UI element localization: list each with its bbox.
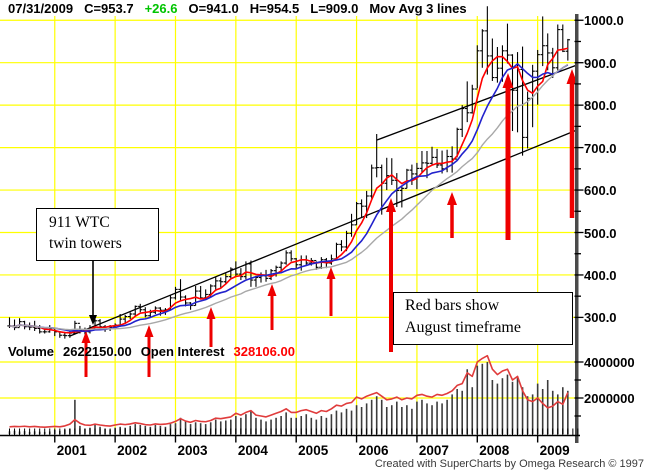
open-interest-label: Open Interest [140, 344, 225, 359]
august-arrow-head [386, 198, 396, 212]
volume-axis-label: 4000000 [584, 355, 635, 370]
year-label: 2007 [418, 443, 449, 458]
august-arrow-head [502, 73, 514, 88]
quote-high: H=954.5 [249, 1, 300, 16]
year-label: 2001 [56, 443, 87, 458]
year-label: 2003 [177, 443, 208, 458]
august-arrow-head [267, 284, 277, 296]
quote-change: +26.6 [144, 1, 178, 16]
volume-label: Volume [8, 344, 54, 359]
right-axis-line [575, 14, 579, 443]
moving-average-fast [9, 47, 569, 334]
year-label: 2004 [237, 443, 268, 458]
volume-axis-label: 2000000 [584, 391, 635, 406]
price-axis-label: 600.0 [584, 183, 617, 199]
trendline [69, 129, 578, 337]
moving-average-slow [9, 63, 569, 331]
year-label: 2006 [358, 443, 389, 458]
august-arrow-head [81, 331, 91, 343]
price-axis-label: 1000.0 [584, 13, 624, 29]
quote-low: L=909.0 [310, 1, 359, 16]
august-arrow-head [206, 307, 216, 319]
quote-open: O=941.0 [188, 1, 239, 16]
price-axis-label: 500.0 [584, 225, 617, 241]
annotation-911-line2: twin towers [49, 235, 122, 252]
annotation-august-line1: Red bars show [405, 297, 500, 314]
year-label: 2002 [117, 443, 148, 458]
event-arrow-head [89, 315, 97, 325]
year-label: 2009 [539, 443, 570, 458]
price-axis-label: 900.0 [584, 55, 617, 71]
annotation-box-august: Red bars show August timeframe [393, 292, 573, 345]
price-axis-label: 800.0 [584, 98, 617, 114]
annotation-911-line1: 911 WTC [49, 214, 110, 231]
quote-close: C=953.7 [84, 1, 134, 16]
price-axis-label: 700.0 [584, 140, 617, 156]
app-credit-footer: Created with SuperCharts by Omega Resear… [374, 458, 644, 470]
annotation-august-line2: August timeframe [405, 319, 521, 336]
indicator-label: Mov Avg 3 lines [369, 1, 467, 16]
annotation-box-911: 911 WTC twin towers [36, 208, 159, 261]
quote-header: 07/31/2009 C=953.7 +26.6 O=941.0 H=954.5… [8, 1, 467, 16]
volume-status-row: Volume 2622150.00 Open Interest 328106.0… [8, 344, 295, 359]
august-arrow-head [144, 325, 154, 337]
price-axis-label: 300.0 [584, 310, 617, 326]
august-arrow-head [447, 192, 457, 205]
august-arrow-head [326, 267, 336, 279]
open-interest-value: 328106.00 [233, 344, 295, 359]
moving-average-medium [9, 63, 569, 333]
price-axis-label: 400.0 [584, 267, 617, 283]
open-interest-line [9, 354, 569, 428]
volume-value: 2622150.00 [63, 344, 132, 359]
year-label: 2008 [479, 443, 510, 458]
august-arrow-head [566, 69, 578, 84]
quote-date: 07/31/2009 [8, 1, 74, 16]
year-label: 2005 [298, 443, 329, 458]
